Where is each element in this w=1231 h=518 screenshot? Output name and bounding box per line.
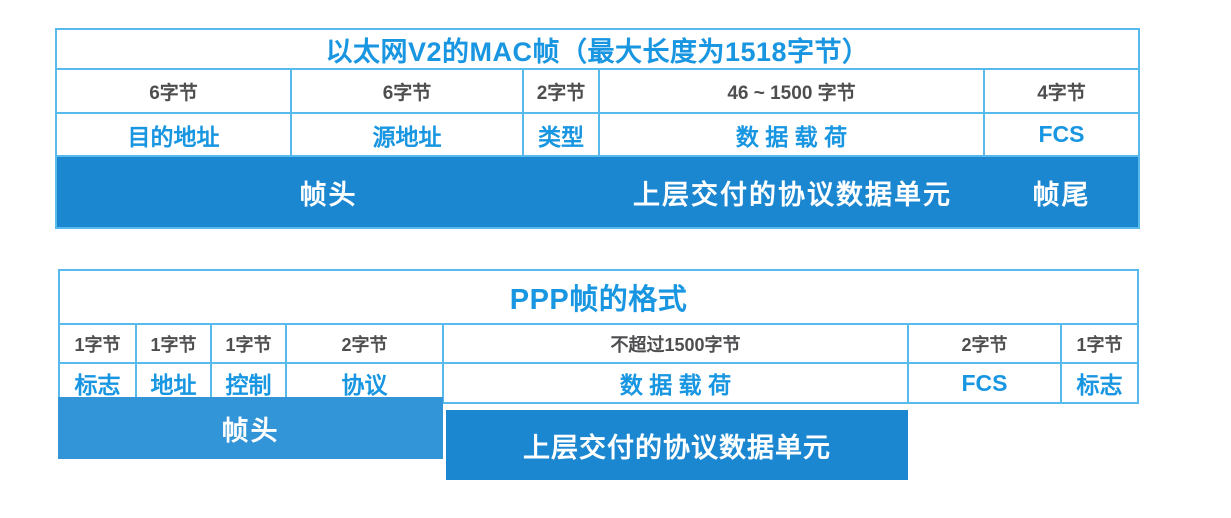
ppp-field-cell-flag1: 标志 [60, 364, 137, 402]
ethernet-table-title: 以太网V2的MAC帧（最大长度为1518字节） [325, 36, 870, 67]
eth-size-cell-dest: 6字节 [57, 70, 292, 112]
ppp-size-cell-payload: 不超过1500字节 [444, 325, 909, 362]
ppp-field-cell-control: 控制 [212, 364, 287, 402]
eth-field-cell-src-address: 源地址 [292, 114, 524, 155]
ethernet-mac-frame-table: 以太网V2的MAC帧（最大长度为1518字节） 6字节 6字节 2字节 46 ~… [55, 28, 1140, 229]
ppp-field-cell-flag2: 标志 [1076, 372, 1123, 398]
eth-size-cell-payload: 46 ~ 1500 字节 [600, 70, 985, 112]
ethernet-footer-bar: 帧头 上层交付的协议数据单元 帧尾 [57, 157, 1138, 227]
eth-size-cell-type: 2字节 [524, 70, 600, 112]
eth-payload-pdu-label: 上层交付的协议数据单元 [633, 179, 952, 210]
ppp-frame-header-label: 帧头 [221, 415, 280, 446]
eth-size-cell-src: 6字节 [292, 70, 524, 112]
ppp-size-cell-protocol: 2字节 [287, 325, 444, 362]
ppp-field-cell-data-payload: 数 据 载 荷 [444, 364, 909, 402]
ppp-size-cell-address: 1字节 [137, 325, 212, 362]
eth-field-cell-type: 类型 [524, 114, 600, 155]
ppp-payload-pdu-label: 上层交付的协议数据单元 [523, 432, 831, 463]
ppp-payload-pdu-box: 上层交付的协议数据单元 [446, 410, 908, 480]
ethernet-size-row: 6字节 6字节 2字节 46 ~ 1500 字节 4字节 [57, 70, 1138, 114]
ppp-frame-header-bar: 帧头 [58, 397, 443, 459]
eth-size-cell-fcs: 4字节 [1037, 82, 1086, 104]
ppp-field-row: 标志 地址 控制 协议 数 据 载 荷 FCS 标志 [60, 364, 1137, 402]
eth-field-cell-dest-address: 目的地址 [57, 114, 292, 155]
ethernet-title-row: 以太网V2的MAC帧（最大长度为1518字节） [57, 30, 1138, 70]
ppp-frame-table: PPP帧的格式 1字节 1字节 1字节 2字节 不超过1500字节 2字节 1字… [58, 269, 1139, 404]
ethernet-field-row: 目的地址 源地址 类型 数 据 载 荷 FCS [57, 114, 1138, 157]
ppp-size-cell-flag2: 1字节 [1076, 334, 1123, 355]
ppp-size-cell-flag1: 1字节 [60, 325, 137, 362]
eth-frame-header-label: 帧头 [299, 179, 358, 210]
ppp-field-cell-protocol: 协议 [287, 364, 444, 402]
ppp-field-cell-address: 地址 [137, 364, 212, 402]
ppp-title-row: PPP帧的格式 [60, 271, 1137, 325]
ppp-size-cell-fcs: 2字节 [909, 325, 1062, 362]
eth-field-cell-data-payload: 数 据 载 荷 [600, 114, 985, 155]
ppp-field-cell-fcs: FCS [909, 364, 1062, 402]
ppp-size-cell-control: 1字节 [212, 325, 287, 362]
eth-field-cell-fcs: FCS [1038, 121, 1085, 147]
eth-frame-trailer-label: 帧尾 [1032, 179, 1091, 210]
ppp-size-row: 1字节 1字节 1字节 2字节 不超过1500字节 2字节 1字节 [60, 325, 1137, 364]
ppp-table-title: PPP帧的格式 [509, 284, 688, 316]
